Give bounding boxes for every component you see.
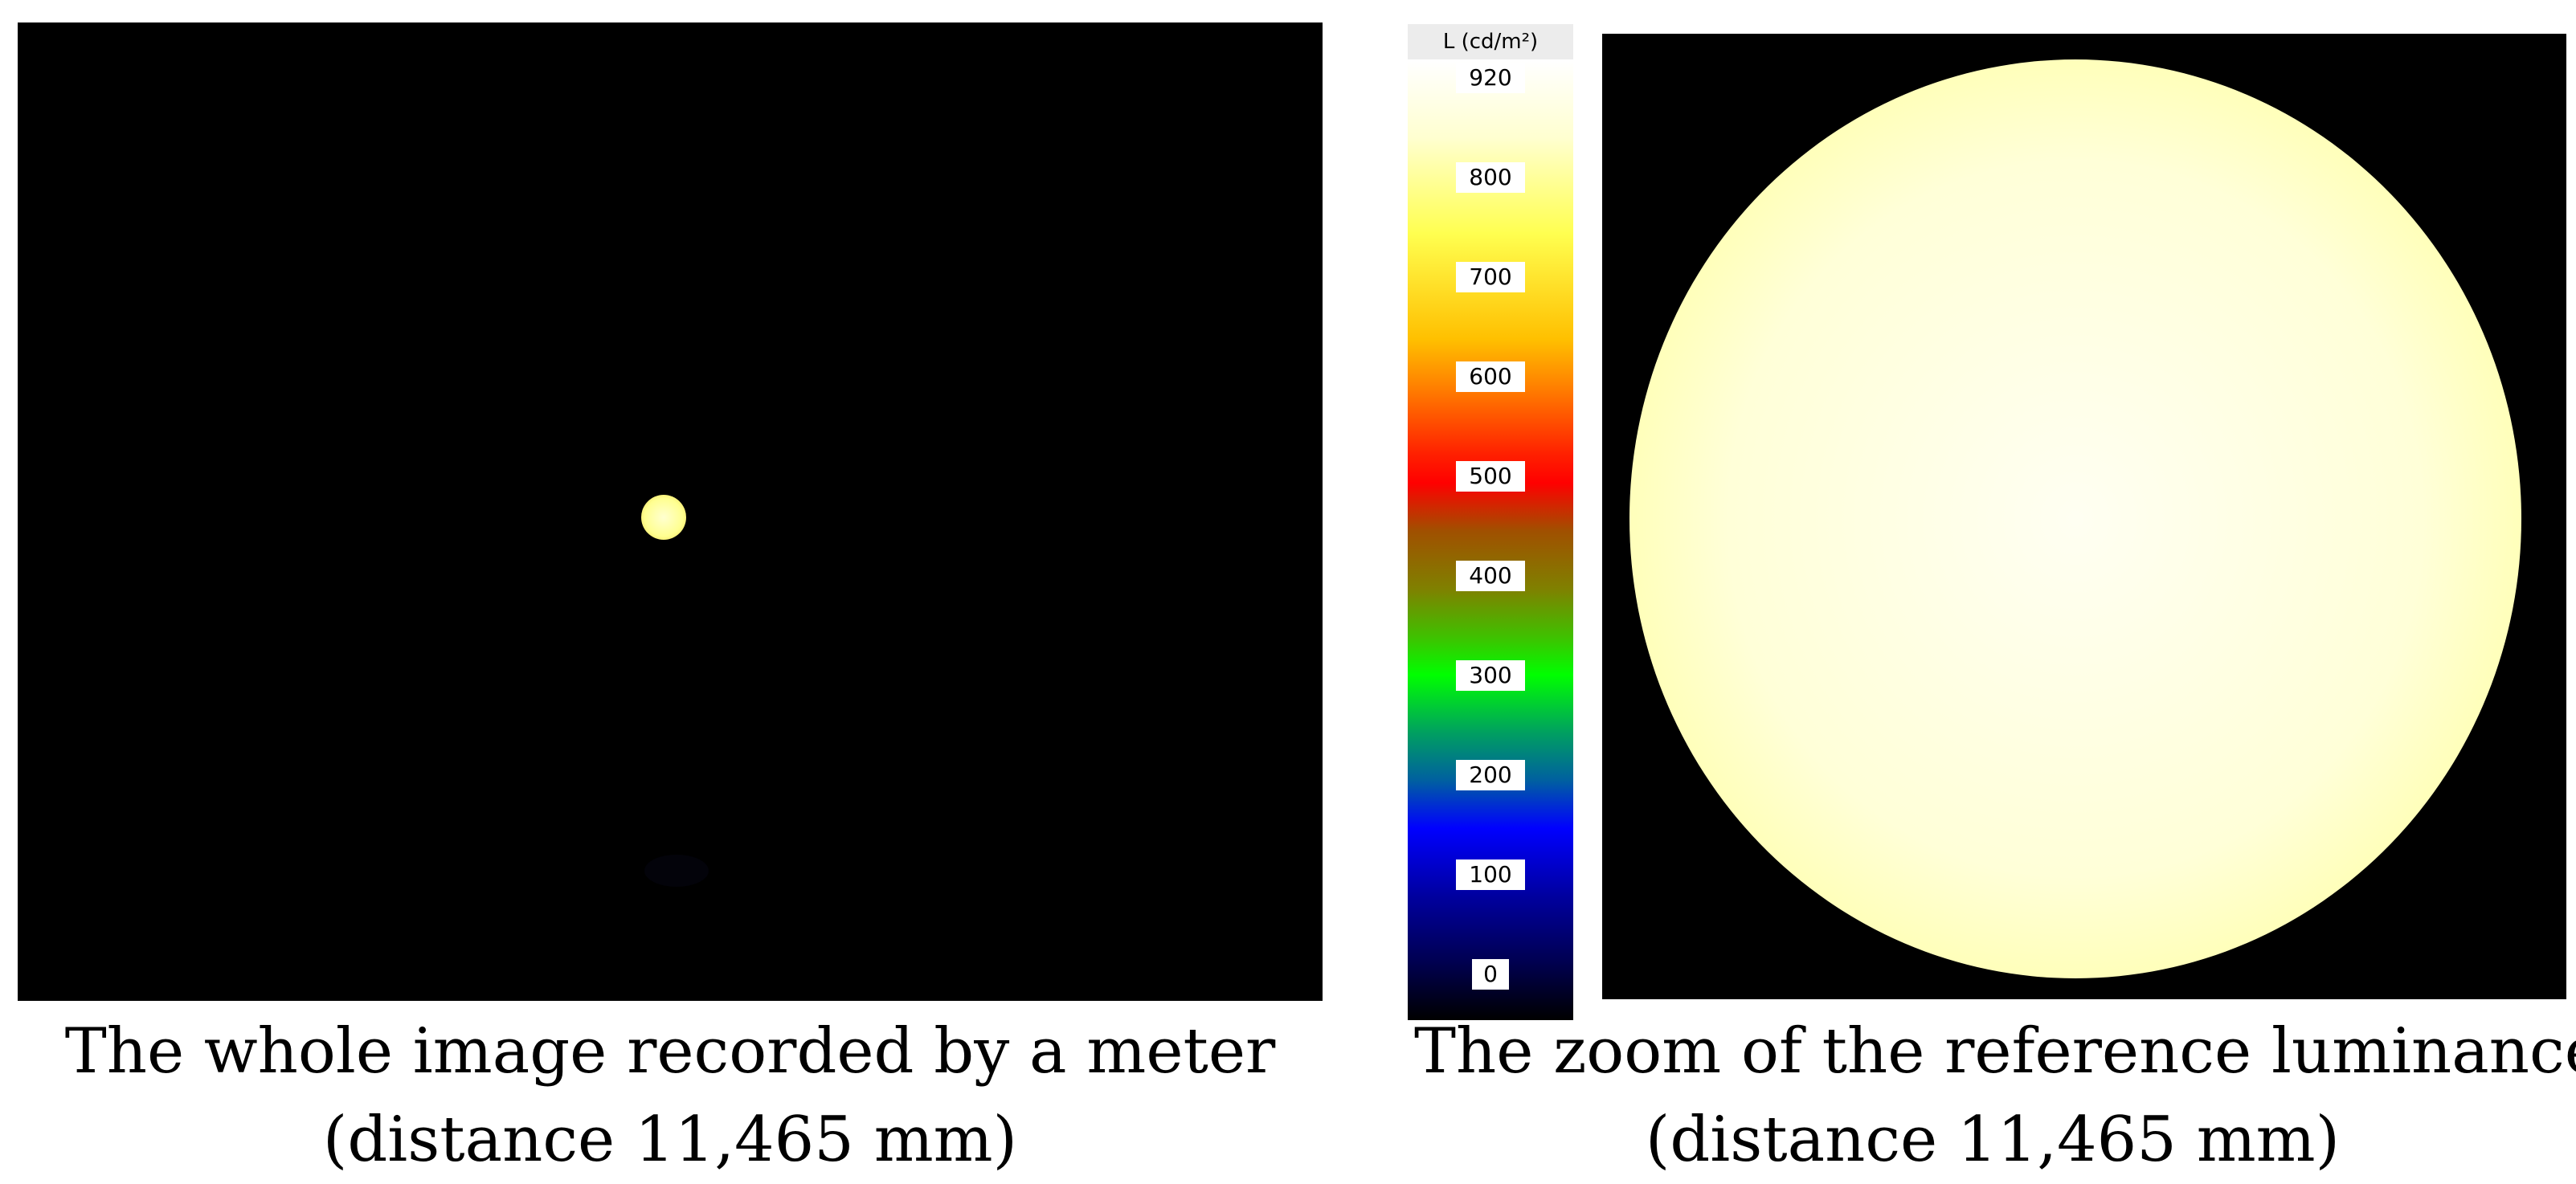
scale-tick-800: 800 xyxy=(1456,162,1525,193)
scale-tick-0: 0 xyxy=(1472,959,1509,990)
right-caption-line2: (distance 11,465 mm) xyxy=(1645,1104,2341,1176)
reference-spot xyxy=(641,495,686,540)
luminance-color-scale: L (cd/m²) 920 800 700 600 500 400 300 20… xyxy=(1408,24,1573,1020)
reference-luminance-disk xyxy=(1629,59,2521,978)
left-caption: The whole image recorded by a meter (dis… xyxy=(18,1007,1323,1184)
left-caption-line1: The whole image recorded by a meter xyxy=(64,1015,1276,1088)
scale-tick-100: 100 xyxy=(1456,859,1525,890)
zoom-image xyxy=(1602,34,2566,999)
scale-tick-500: 500 xyxy=(1456,461,1525,492)
scale-tick-920: 920 xyxy=(1456,63,1525,93)
right-caption-line1: The zoom of the reference luminance xyxy=(1414,1015,2576,1088)
whole-image xyxy=(18,22,1323,1001)
scale-tick-300: 300 xyxy=(1456,660,1525,691)
faint-reflection xyxy=(644,855,709,887)
right-caption: The zoom of the reference luminance (dis… xyxy=(1414,1007,2576,1184)
scale-tick-600: 600 xyxy=(1456,361,1525,392)
scale-tick-700: 700 xyxy=(1456,262,1525,292)
scale-gradient-bar: 920 800 700 600 500 400 300 200 100 0 xyxy=(1408,61,1573,1020)
left-caption-line2: (distance 11,465 mm) xyxy=(322,1104,1018,1176)
scale-title: L (cd/m²) xyxy=(1408,24,1573,59)
scale-tick-400: 400 xyxy=(1456,561,1525,591)
scale-tick-200: 200 xyxy=(1456,760,1525,790)
